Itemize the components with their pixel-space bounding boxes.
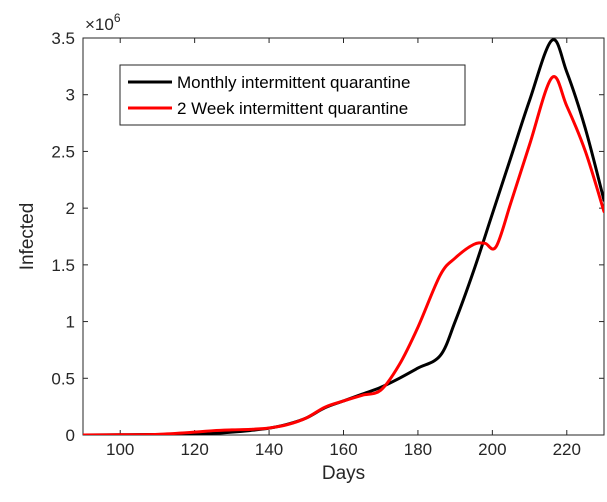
- legend-label-2-week: 2 Week intermittent quarantine: [177, 99, 408, 118]
- y-tick-label: 0: [66, 426, 75, 445]
- x-tick-label: 140: [255, 440, 283, 459]
- y-tick-label: 2.5: [51, 142, 75, 161]
- x-axis-label: Days: [322, 463, 365, 484]
- y-tick-labels: 0 0.5 1 1.5 2 2.5 3 3.5: [51, 29, 75, 445]
- x-tick-label: 200: [478, 440, 506, 459]
- y-exponent-label: ×106: [85, 11, 121, 34]
- x-tick-label: 180: [404, 440, 432, 459]
- y-exponent-power: 6: [114, 11, 121, 25]
- x-tick-label: 220: [553, 440, 581, 459]
- legend: Monthly intermittent quarantine 2 Week i…: [119, 64, 466, 126]
- y-exponent-base: ×10: [85, 15, 114, 34]
- y-tick-label: 1: [66, 313, 75, 332]
- series-line-2-week: [83, 75, 604, 435]
- axis-ticks: [83, 37, 604, 436]
- series-line-monthly: [83, 38, 604, 435]
- x-tick-label: 120: [180, 440, 208, 459]
- y-tick-label: 3.5: [51, 29, 75, 48]
- legend-box: [119, 64, 466, 126]
- series-layer: [83, 38, 604, 435]
- y-tick-label: 0.5: [51, 369, 75, 388]
- y-tick-label: 2: [66, 199, 75, 218]
- legend-label-monthly: Monthly intermittent quarantine: [177, 73, 410, 92]
- x-tick-labels: 100 120 140 160 180 200 220: [106, 440, 581, 459]
- y-axis-label: Infected: [17, 203, 38, 271]
- x-tick-label: 160: [329, 440, 357, 459]
- y-tick-label: 3: [66, 86, 75, 105]
- x-tick-label: 100: [106, 440, 134, 459]
- y-tick-label: 1.5: [51, 256, 75, 275]
